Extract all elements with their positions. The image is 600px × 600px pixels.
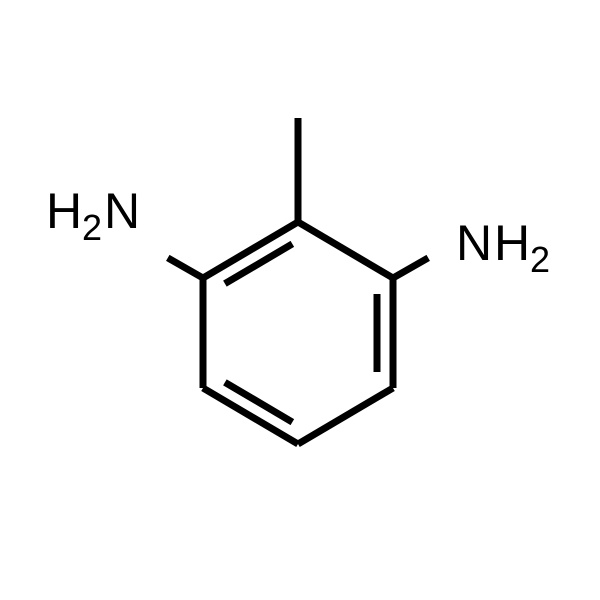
nh2_right: NH2 <box>456 215 550 280</box>
h2n_left: H2N <box>46 183 140 248</box>
molecule-diagram: NH2 H2N <box>0 0 600 600</box>
